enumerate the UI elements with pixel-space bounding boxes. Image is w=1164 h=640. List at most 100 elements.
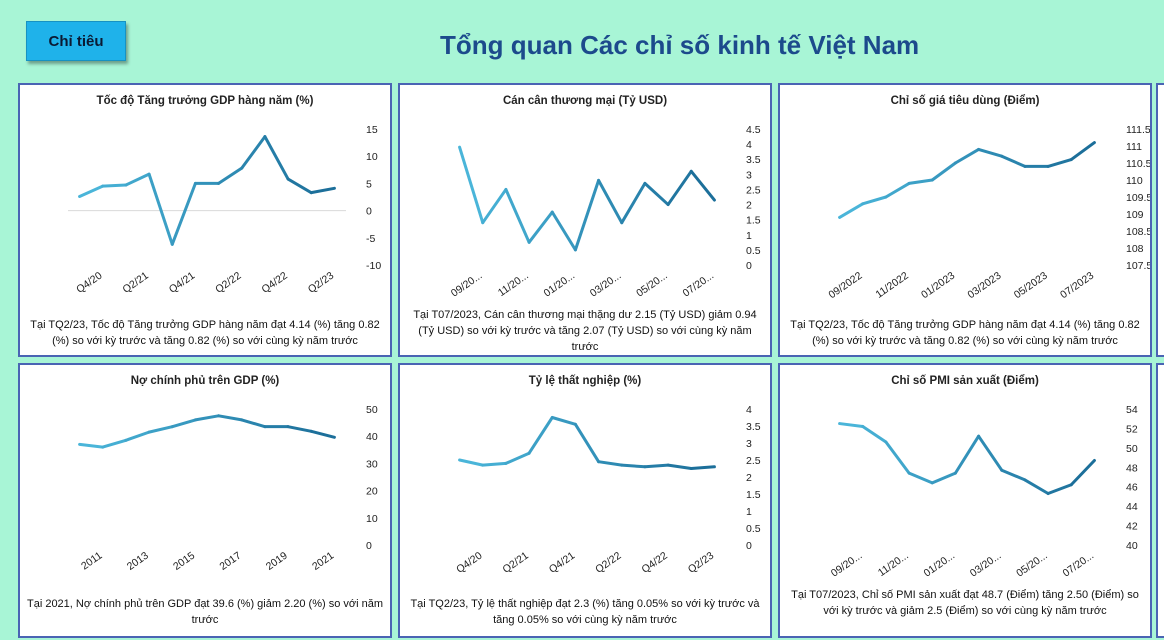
- x-tick-label: 09/20...: [449, 270, 485, 300]
- y-tick-label: 0: [746, 540, 752, 552]
- gdp-growth-chart: 15 10 5 0 -5 -10 Q4/20 Q2/21 Q4/21 Q2/22 Q4/22 Q2/2…: [68, 124, 381, 296]
- x-tick-label: Q2/22: [593, 550, 623, 576]
- series-line-segment: [286, 177, 313, 195]
- chart-title: Chỉ số giá tiêu dùng (Điểm): [890, 95, 1040, 107]
- pmi-card: Chỉ số PMI sản xuất (Điểm) 54 52 50 48 46 44 4…: [778, 363, 1152, 638]
- series-line-segment: [240, 135, 267, 170]
- y-tick-label: -5: [366, 233, 375, 245]
- series-line-segment: [861, 195, 888, 206]
- chart-caption: Tại TQ2/23, Tỷ lệ thất nghiệp đạt 2.3 (%…: [410, 598, 760, 626]
- series-line-segment: [78, 184, 105, 198]
- y-tick-label: 15: [366, 124, 378, 136]
- series-line-segment: [643, 181, 670, 207]
- series-line-segment: [861, 424, 888, 444]
- y-tick-label: -10: [366, 260, 381, 272]
- y-tick-label: 2: [746, 472, 752, 484]
- x-tick-label: 2021: [310, 550, 336, 573]
- series-line-segment: [884, 181, 911, 199]
- x-tick-label: 07/20...: [1061, 550, 1097, 580]
- series-line-segment: [101, 183, 128, 188]
- y-tick-label: 10: [366, 151, 378, 163]
- series-line-segment: [1069, 458, 1096, 487]
- series-line-segment: [550, 416, 577, 426]
- y-tick-label: 10: [366, 513, 378, 525]
- series-line-segment: [838, 422, 865, 428]
- series-line-segment: [124, 430, 151, 442]
- y-tick-label: 40: [366, 431, 378, 443]
- x-tick-label: 05/2023: [1012, 270, 1050, 300]
- series-line-segment: [666, 169, 693, 207]
- series-line-segment: [597, 460, 624, 467]
- y-tick-label: 30: [366, 458, 378, 470]
- y-tick-label: 50: [366, 404, 378, 416]
- y-tick-label: 108: [1126, 243, 1144, 255]
- chart-caption: Tại T07/2023, Cán cân thương mại thặng d…: [413, 309, 757, 353]
- series-line-segment: [689, 465, 716, 470]
- x-tick-label: Q2/21: [500, 550, 530, 576]
- x-tick-label: Q2/21: [120, 270, 150, 296]
- y-tick-label: 4: [746, 139, 752, 151]
- y-tick-label: 108.5: [1126, 226, 1150, 238]
- chart-caption: Tại TQ2/23, Tốc độ Tăng trưởng GDP hàng …: [790, 319, 1140, 347]
- series-line-segment: [977, 434, 1004, 472]
- y-tick-label: 48: [1126, 462, 1138, 474]
- x-tick-label: 09/2022: [826, 270, 864, 300]
- y-tick-label: 5: [366, 178, 372, 190]
- series-line-segment: [170, 181, 197, 246]
- y-tick-label: 107.5: [1126, 260, 1150, 272]
- trade-balance-card: Cán cân thương mại (Tỷ USD) 4.5 4 3.5 3 2.5 2…: [398, 83, 772, 357]
- public-debt-chart: 50 40 30 20 10 0 2011 2013 2015 2017 2019 2021: [78, 404, 378, 573]
- next-card-edge: [1156, 83, 1164, 357]
- series-line-segment: [481, 461, 508, 467]
- y-tick-label: 0.5: [746, 245, 761, 257]
- y-tick-label: 4: [746, 404, 752, 416]
- chart-title: Nợ chính phủ trên GDP (%): [130, 375, 280, 387]
- chart-title: Tốc độ Tăng trưởng GDP hàng năm (%): [96, 95, 314, 107]
- y-tick-label: 3: [746, 438, 752, 450]
- series-line-segment: [620, 463, 647, 469]
- y-tick-label: 42: [1126, 521, 1138, 533]
- series-line-segment: [78, 442, 105, 449]
- x-tick-label: Q2/22: [213, 270, 243, 296]
- x-tick-label: 01/2023: [919, 270, 957, 300]
- x-tick-label: Q2/23: [686, 550, 716, 576]
- y-tick-label: 3: [746, 169, 752, 181]
- chart-caption: Tại 2021, Nợ chính phủ trên GDP đạt 39.6…: [26, 598, 383, 626]
- y-tick-label: 3.5: [746, 154, 761, 166]
- y-tick-label: 46: [1126, 482, 1138, 494]
- x-tick-label: Q4/22: [639, 550, 669, 576]
- x-tick-label: 03/20...: [968, 550, 1004, 580]
- series-line-segment: [240, 418, 267, 429]
- x-tick-label: 01/20...: [542, 270, 578, 300]
- x-tick-label: Q4/20: [74, 270, 104, 296]
- chi-tieu-button[interactable]: Chỉ tiêu: [26, 21, 126, 61]
- series-line-segment: [1046, 158, 1073, 168]
- chart-title: Cán cân thương mại (Tỷ USD): [502, 95, 668, 107]
- series-line-segment: [573, 422, 601, 464]
- chart-caption: Tại TQ2/23, Tốc độ Tăng trưởng GDP hàng …: [30, 319, 380, 347]
- series-line-segment: [597, 178, 624, 225]
- y-tick-label: 1: [746, 230, 752, 242]
- pmi-chart: 54 52 50 48 46 44 42 40 09/20... 11/20... 01/20...…: [829, 404, 1138, 580]
- y-tick-label: 4.5: [746, 124, 761, 136]
- series-line-segment: [504, 451, 531, 465]
- y-tick-label: 109: [1126, 209, 1144, 221]
- y-tick-label: 1.5: [746, 489, 761, 501]
- y-tick-label: 1.5: [746, 215, 761, 227]
- y-tick-label: 0: [366, 540, 372, 552]
- y-tick-label: 2.5: [746, 455, 761, 467]
- y-tick-label: 0: [746, 260, 752, 272]
- series-line-segment: [504, 187, 531, 244]
- series-line-segment: [193, 414, 221, 422]
- series-line-segment: [147, 172, 174, 246]
- x-tick-label: 2017: [217, 550, 243, 573]
- chart-title: Chỉ số PMI sản xuất (Điểm): [891, 375, 1039, 387]
- x-tick-label: 2015: [171, 550, 197, 573]
- y-tick-label: 110.5: [1126, 158, 1150, 170]
- y-tick-label: 0: [366, 206, 372, 218]
- y-tick-label: 3.5: [746, 421, 761, 433]
- series-line-segment: [124, 172, 151, 187]
- series-line-segment: [930, 471, 957, 485]
- gdp-growth-card: Tốc độ Tăng trưởng GDP hàng năm (%) 15 10…: [18, 83, 392, 357]
- series-line-segment: [101, 438, 128, 449]
